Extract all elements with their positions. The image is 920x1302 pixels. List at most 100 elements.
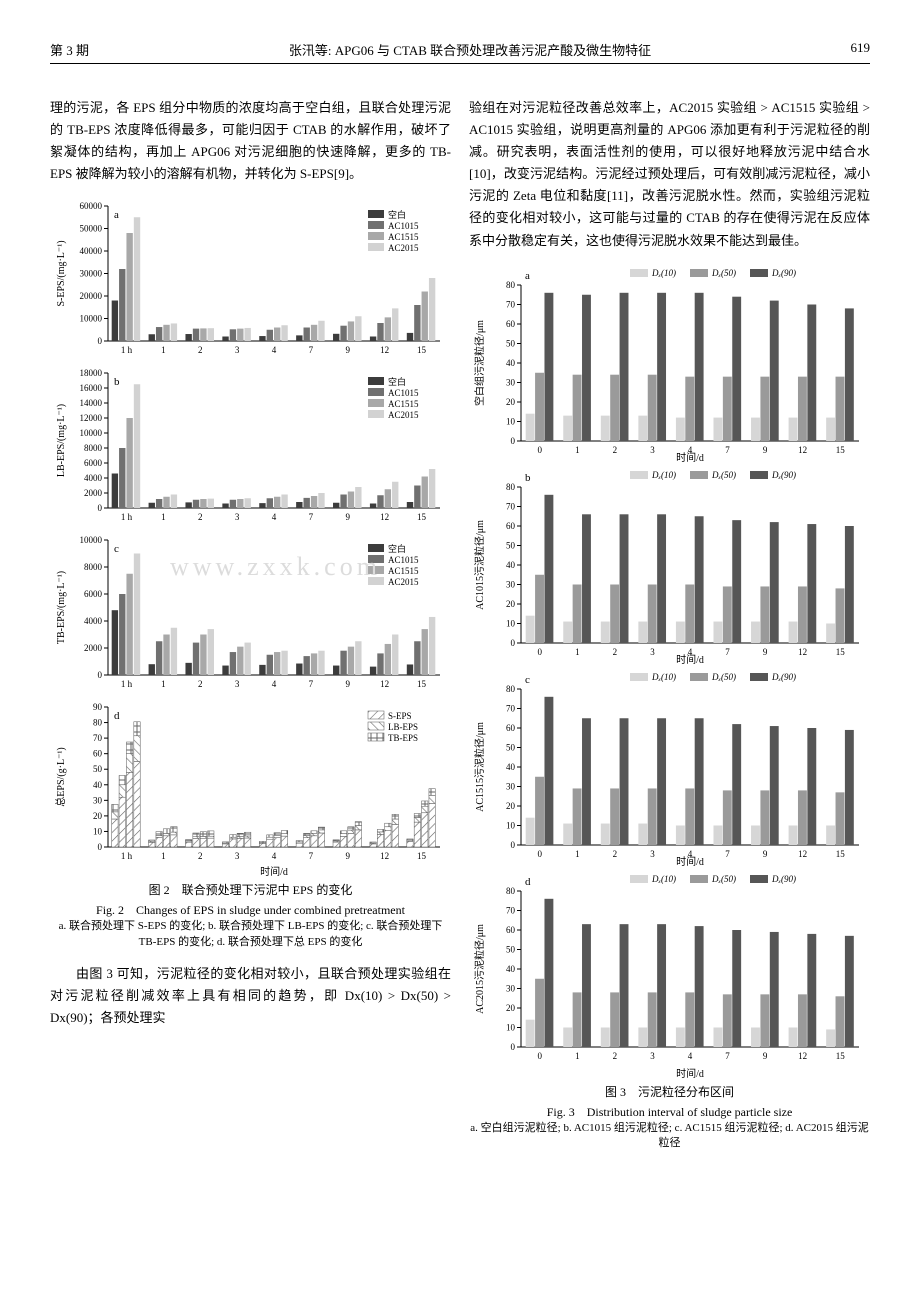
- svg-text:AC1015: AC1015: [388, 555, 419, 565]
- svg-text:2000: 2000: [84, 488, 103, 498]
- svg-text:时间/d: 时间/d: [260, 865, 288, 878]
- svg-text:30: 30: [506, 377, 516, 387]
- svg-text:60: 60: [506, 723, 516, 733]
- svg-text:4000: 4000: [84, 473, 103, 483]
- svg-text:3: 3: [650, 849, 655, 859]
- svg-text:0: 0: [538, 647, 543, 657]
- svg-text:Dₓ(10): Dₓ(10): [651, 672, 676, 682]
- svg-text:30: 30: [93, 796, 103, 806]
- svg-text:60: 60: [93, 749, 103, 759]
- svg-text:LB-EPS/(mg·L⁻¹): LB-EPS/(mg·L⁻¹): [56, 404, 67, 477]
- svg-text:9: 9: [763, 445, 768, 455]
- svg-text:70: 70: [506, 501, 516, 511]
- svg-text:TB-EPS/(mg·L⁻¹): TB-EPS/(mg·L⁻¹): [56, 571, 67, 644]
- svg-text:80: 80: [506, 684, 516, 694]
- svg-text:Dₓ(90): Dₓ(90): [771, 268, 796, 278]
- svg-text:Dₓ(10): Dₓ(10): [651, 470, 676, 480]
- svg-text:时间/d: 时间/d: [676, 653, 704, 666]
- right-column: 验组在对污泥粒径改善总效率上，AC2015 实验组 > AC1515 实验组 >…: [469, 84, 870, 1151]
- svg-text:c: c: [114, 543, 119, 555]
- svg-text:AC2015污泥粒径/μm: AC2015污泥粒径/μm: [473, 924, 486, 1014]
- svg-text:12: 12: [798, 849, 807, 859]
- svg-text:1: 1: [575, 849, 580, 859]
- svg-text:30000: 30000: [80, 269, 103, 279]
- svg-text:15: 15: [417, 512, 427, 522]
- svg-text:9: 9: [346, 851, 351, 861]
- svg-text:50: 50: [506, 944, 516, 954]
- svg-text:12000: 12000: [80, 413, 103, 423]
- svg-text:0: 0: [98, 336, 103, 346]
- svg-text:30: 30: [506, 579, 516, 589]
- svg-text:7: 7: [725, 1051, 730, 1061]
- svg-text:12: 12: [798, 1051, 807, 1061]
- svg-text:12: 12: [380, 345, 389, 355]
- svg-text:60: 60: [506, 521, 516, 531]
- svg-text:50: 50: [93, 765, 103, 775]
- svg-text:12: 12: [380, 512, 389, 522]
- svg-text:3: 3: [235, 851, 240, 861]
- svg-text:9: 9: [346, 512, 351, 522]
- svg-text:10: 10: [506, 416, 516, 426]
- svg-text:0: 0: [538, 849, 543, 859]
- svg-text:4: 4: [272, 345, 277, 355]
- svg-text:2: 2: [198, 851, 203, 861]
- svg-text:12: 12: [798, 647, 807, 657]
- svg-text:LB-EPS: LB-EPS: [388, 722, 418, 732]
- svg-text:70: 70: [506, 703, 516, 713]
- svg-text:0: 0: [98, 503, 103, 513]
- svg-text:12: 12: [380, 679, 389, 689]
- svg-text:15: 15: [417, 679, 427, 689]
- svg-text:Dₓ(10): Dₓ(10): [651, 268, 676, 278]
- svg-text:12: 12: [798, 445, 807, 455]
- svg-text:30: 30: [506, 983, 516, 993]
- svg-text:90: 90: [93, 702, 103, 712]
- svg-text:TB-EPS: TB-EPS: [388, 733, 418, 743]
- svg-text:7: 7: [309, 679, 314, 689]
- fig3-caption-en: Fig. 3 Distribution interval of sludge p…: [469, 1103, 870, 1121]
- svg-text:80: 80: [506, 482, 516, 492]
- right-paragraph-1: 验组在对污泥粒径改善总效率上，AC2015 实验组 > AC1515 实验组 >…: [469, 97, 870, 252]
- svg-text:40: 40: [506, 762, 516, 772]
- running-title: 张汛等: APG06 与 CTAB 联合预处理改善污泥产酸及微生物特征: [130, 40, 810, 59]
- svg-text:AC2015: AC2015: [388, 577, 419, 587]
- svg-text:15: 15: [836, 647, 846, 657]
- page-header: 第 3 期 张汛等: APG06 与 CTAB 联合预处理改善污泥产酸及微生物特…: [50, 40, 870, 64]
- issue-number: 第 3 期: [50, 40, 130, 59]
- svg-text:1: 1: [575, 1051, 580, 1061]
- svg-text:a: a: [525, 270, 530, 282]
- svg-text:1 h: 1 h: [121, 851, 133, 861]
- svg-text:6000: 6000: [84, 458, 103, 468]
- svg-text:80: 80: [93, 718, 103, 728]
- svg-text:40: 40: [506, 964, 516, 974]
- svg-text:10000: 10000: [80, 314, 103, 324]
- svg-text:8000: 8000: [84, 443, 103, 453]
- svg-text:4: 4: [688, 1051, 693, 1061]
- svg-text:空白: 空白: [388, 376, 406, 387]
- svg-text:3: 3: [650, 1051, 655, 1061]
- svg-text:0: 0: [98, 842, 103, 852]
- svg-text:AC1515: AC1515: [388, 566, 419, 576]
- fig2-panel-a: 01000020000300004000050000600001 h123479…: [50, 198, 451, 363]
- fig2-subcaption: a. 联合预处理下 S-EPS 的变化; b. 联合预处理下 LB-EPS 的变…: [50, 919, 451, 950]
- svg-text:2000: 2000: [84, 643, 103, 653]
- svg-text:1: 1: [161, 851, 166, 861]
- svg-text:AC1515污泥粒径/μm: AC1515污泥粒径/μm: [473, 722, 486, 812]
- fig3-panel-b: 0102030405060708001234791215AC1015污泥粒径/μ…: [469, 467, 870, 667]
- svg-text:1: 1: [161, 679, 166, 689]
- svg-text:7: 7: [309, 345, 314, 355]
- svg-text:7: 7: [725, 445, 730, 455]
- svg-text:AC2015: AC2015: [388, 410, 419, 420]
- svg-text:空白: 空白: [388, 209, 406, 220]
- svg-text:60: 60: [506, 925, 516, 935]
- svg-text:2: 2: [613, 849, 618, 859]
- left-paragraph-1: 理的污泥，各 EPS 组分中物质的浓度均高于空白组，且联合处理污泥的 TB-EP…: [50, 97, 451, 185]
- svg-text:AC1015污泥粒径/μm: AC1015污泥粒径/μm: [473, 520, 486, 610]
- svg-text:9: 9: [346, 679, 351, 689]
- svg-text:d: d: [114, 710, 120, 722]
- svg-text:15: 15: [836, 849, 846, 859]
- left-column: 理的污泥，各 EPS 组分中物质的浓度均高于空白组，且联合处理污泥的 TB-EP…: [50, 84, 451, 1151]
- svg-text:10000: 10000: [80, 428, 103, 438]
- svg-text:3: 3: [650, 445, 655, 455]
- svg-text:Dₓ(50): Dₓ(50): [711, 268, 736, 278]
- svg-text:7: 7: [725, 849, 730, 859]
